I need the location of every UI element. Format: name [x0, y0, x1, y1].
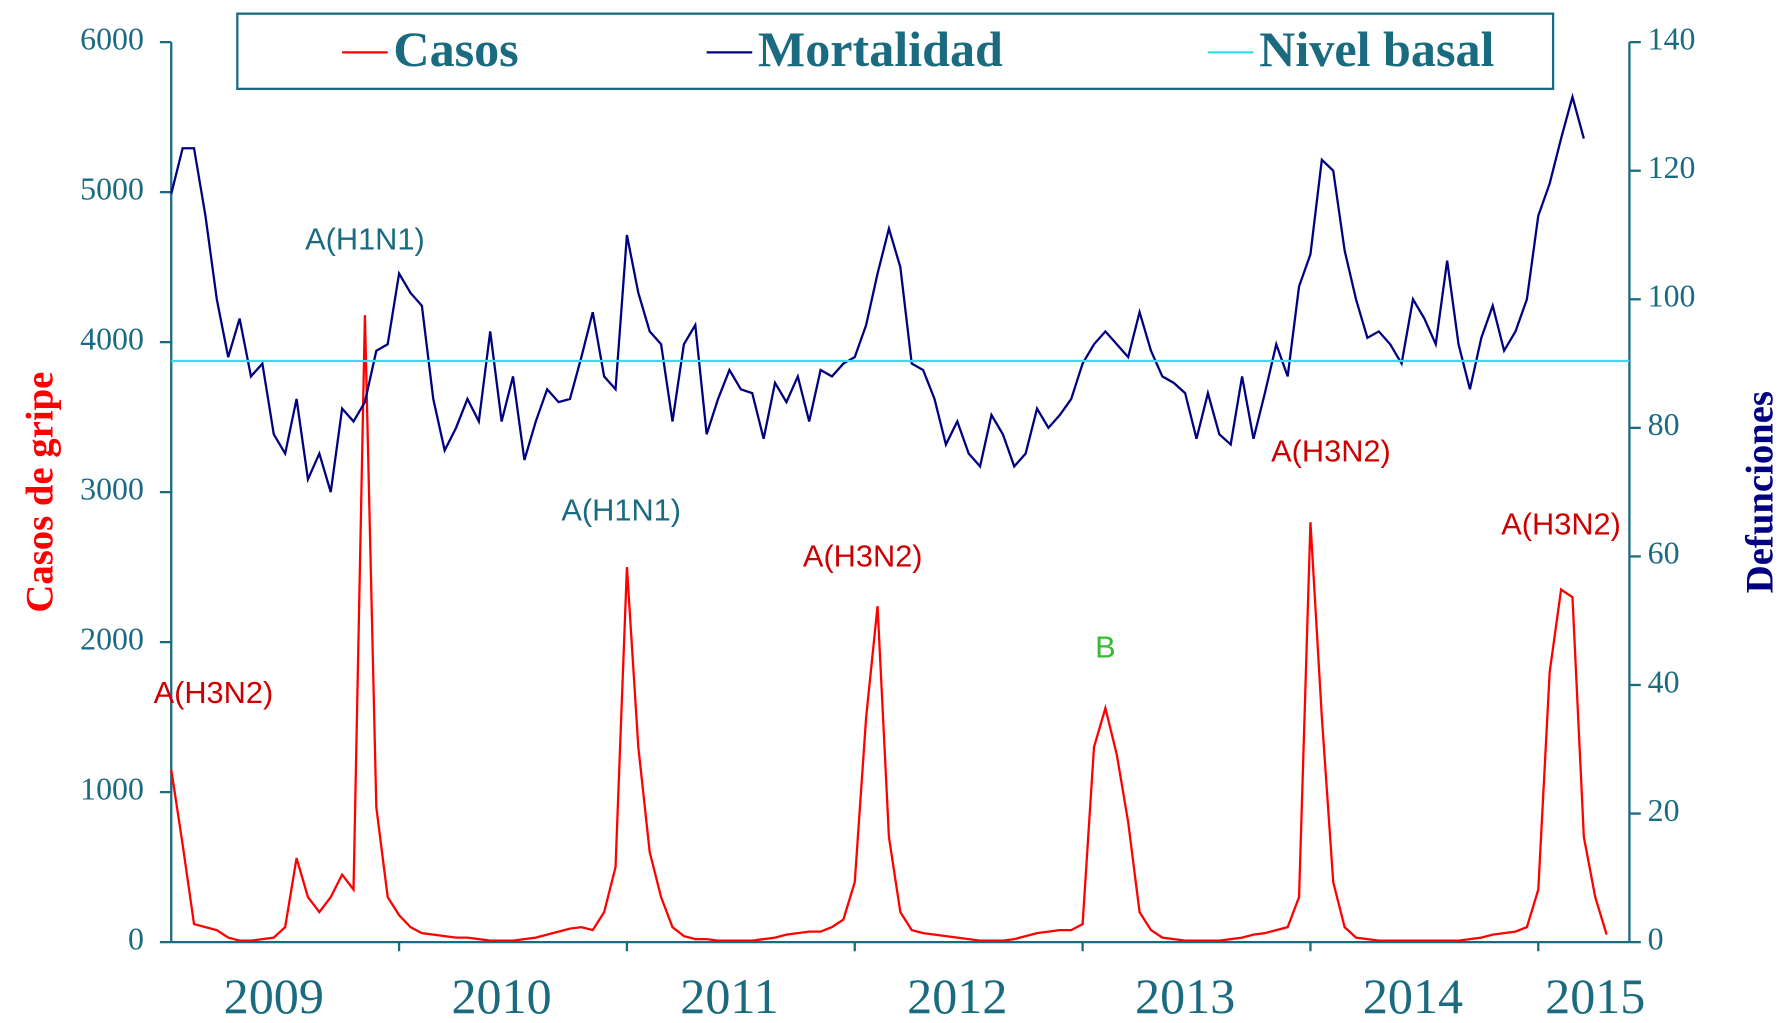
- x-tick-label: 2014: [1363, 968, 1463, 1023]
- legend-label: Nivel basal: [1259, 21, 1494, 77]
- x-tick-label: 2011: [680, 968, 778, 1023]
- y-tick-label: 0: [128, 921, 144, 956]
- x-tick-label: 2012: [907, 968, 1007, 1023]
- y2-tick-label: 100: [1648, 279, 1696, 314]
- legend-box: [236, 12, 1555, 90]
- annotation: A(H1N1): [305, 222, 425, 257]
- x-tick-label: 2009: [224, 968, 324, 1023]
- y-tick-label: 4000: [80, 321, 144, 356]
- y-tick-label: 6000: [80, 21, 144, 56]
- y2-axis-label: Defunciones: [1739, 391, 1782, 593]
- annotation: A(H3N2): [154, 675, 274, 710]
- y2-tick-label: 120: [1648, 150, 1696, 185]
- x-tick-label: 2015: [1545, 968, 1645, 1023]
- y2-tick-label: 0: [1648, 921, 1664, 956]
- y2-tick-label: 20: [1648, 793, 1680, 828]
- annotation: A(H3N2): [803, 538, 923, 573]
- annotation: A(H3N2): [1271, 434, 1391, 469]
- series-line: [170, 92, 1585, 493]
- annotation: B: [1095, 629, 1116, 664]
- y-axis-label: Casos de gripe: [19, 372, 62, 613]
- y2-tick-label: 80: [1648, 407, 1680, 442]
- y2-tick-label: 40: [1648, 664, 1680, 699]
- legend-label: Mortalidad: [758, 21, 1003, 77]
- series-line: [170, 315, 1608, 942]
- y2-tick-label: 60: [1648, 536, 1680, 571]
- y-tick-label: 2000: [80, 621, 144, 656]
- annotation: A(H3N2): [1501, 506, 1621, 541]
- y-tick-label: 1000: [80, 771, 144, 806]
- legend-label: Casos: [393, 21, 518, 77]
- annotation: A(H1N1): [561, 493, 681, 528]
- y2-tick-label: 140: [1648, 21, 1696, 56]
- x-tick-label: 2013: [1135, 968, 1235, 1023]
- y-tick-label: 5000: [80, 171, 144, 206]
- y-tick-label: 3000: [80, 471, 144, 506]
- x-tick-label: 2010: [452, 968, 552, 1023]
